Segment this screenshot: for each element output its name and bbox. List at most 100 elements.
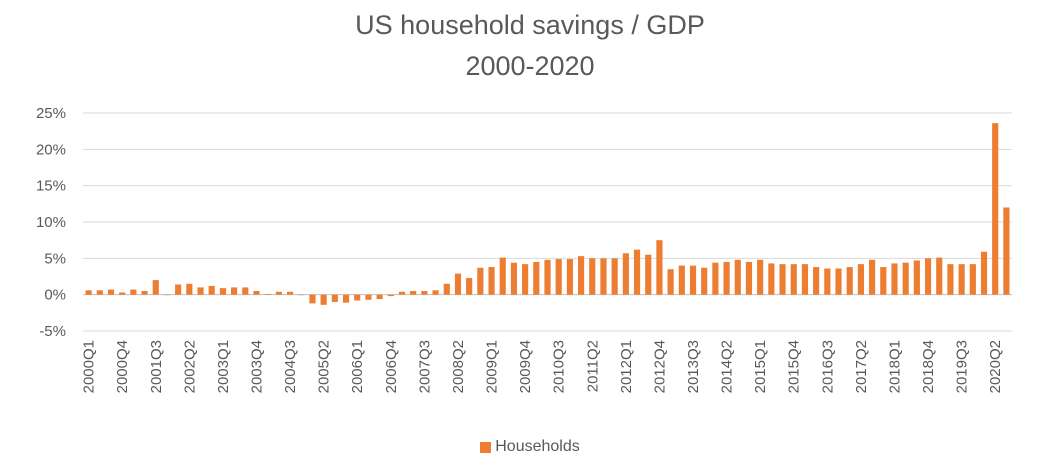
bar-2007Q3 xyxy=(421,291,428,295)
x-tick-label: 2004Q3 xyxy=(282,340,299,393)
bar-2017Q1 xyxy=(846,267,853,295)
x-tick-label: 2010Q3 xyxy=(551,340,568,393)
bar-2015Q3 xyxy=(779,264,786,295)
bar-2001Q3 xyxy=(152,280,159,295)
bar-2006Q1 xyxy=(354,294,361,301)
legend-swatch-households xyxy=(480,441,492,453)
bar-2017Q2 xyxy=(857,264,864,295)
bar-2008Q1 xyxy=(443,283,450,295)
bar-2020Q2 xyxy=(992,123,999,295)
bar-2005Q1 xyxy=(309,294,316,304)
bar-2018Q4 xyxy=(924,258,932,295)
x-tick-label: 2016Q3 xyxy=(819,340,836,393)
bar-2014Q1 xyxy=(712,262,719,295)
bar-2002Q2 xyxy=(186,283,193,295)
bar-2009Q1 xyxy=(488,267,495,295)
bar-2015Q2 xyxy=(768,263,775,295)
bar-2003Q2 xyxy=(231,287,238,295)
bar-2007Q1 xyxy=(398,291,406,295)
bar-2000Q2 xyxy=(96,290,103,295)
bar-2015Q1 xyxy=(757,259,764,295)
x-tick-label: 2019Q3 xyxy=(954,340,971,393)
bar-2016Q4 xyxy=(835,268,842,295)
x-tick-label: 2012Q1 xyxy=(618,340,635,393)
bar-2006Q3 xyxy=(376,294,383,300)
bar-2008Q2 xyxy=(454,273,462,295)
bar-2020Q1 xyxy=(980,251,988,295)
bar-2017Q4 xyxy=(880,267,887,295)
bar-2014Q3 xyxy=(734,259,741,295)
bar-2004Q4 xyxy=(298,294,305,296)
bar-2016Q1 xyxy=(801,264,809,295)
bar-2001Q4 xyxy=(163,294,171,296)
bar-2006Q2 xyxy=(365,294,372,300)
bar-2003Q1 xyxy=(219,288,226,295)
bar-2008Q4 xyxy=(477,267,484,295)
bar-2011Q1 xyxy=(578,256,585,295)
bar-2015Q4 xyxy=(790,264,797,295)
bar-2019Q3 xyxy=(958,264,965,295)
bar-2009Q2 xyxy=(499,257,506,295)
bar-2018Q1 xyxy=(891,263,898,295)
bar-2012Q2 xyxy=(633,249,641,295)
bar-2003Q3 xyxy=(242,287,249,295)
bar-2011Q3 xyxy=(600,258,607,295)
x-tick-label: 2001Q3 xyxy=(148,340,165,393)
x-tick-label: 2009Q1 xyxy=(484,340,501,393)
x-tick-label: 2006Q1 xyxy=(349,340,366,393)
bar-2013Q3 xyxy=(689,265,697,295)
bar-2020Q3 xyxy=(1003,207,1010,295)
y-tick-label: -5% xyxy=(39,323,66,340)
bar-2005Q4 xyxy=(342,294,350,303)
bar-2004Q2 xyxy=(275,291,282,295)
x-tick-label: 2003Q4 xyxy=(249,340,266,393)
bar-2000Q4 xyxy=(119,292,126,295)
bar-2008Q3 xyxy=(466,277,473,295)
legend-label-households: Households xyxy=(495,438,580,455)
bar-2013Q2 xyxy=(678,265,685,295)
bar-2010Q3 xyxy=(555,259,562,295)
y-tick-label: 5% xyxy=(44,250,66,267)
bar-2018Q3 xyxy=(913,260,920,295)
bar-2010Q2 xyxy=(544,259,551,295)
bar-2013Q4 xyxy=(701,267,708,295)
bar-2018Q2 xyxy=(902,262,909,295)
x-tick-label: 2009Q4 xyxy=(517,340,534,393)
x-tick-label: 2017Q2 xyxy=(853,340,870,393)
x-tick-label: 2020Q2 xyxy=(987,340,1004,393)
x-tick-label: 2015Q4 xyxy=(786,340,803,393)
bar-2016Q3 xyxy=(824,268,831,295)
x-tick-label: 2014Q2 xyxy=(719,340,736,393)
bar-2013Q1 xyxy=(667,269,674,295)
x-tick-label: 2013Q3 xyxy=(685,340,702,393)
chart-subtitle: 2000-2020 xyxy=(465,51,595,81)
x-tick-label: 2005Q2 xyxy=(316,340,333,393)
bar-2010Q4 xyxy=(566,259,573,295)
x-tick-label: 2012Q4 xyxy=(651,340,668,393)
bar-2019Q4 xyxy=(969,264,976,295)
bar-2017Q3 xyxy=(869,259,876,295)
bar-2012Q3 xyxy=(645,254,652,295)
bar-2001Q1 xyxy=(130,289,137,295)
x-tick-label: 2018Q4 xyxy=(920,340,937,393)
x-tick-label: 2008Q2 xyxy=(450,340,467,393)
bar-2010Q1 xyxy=(533,261,540,295)
bar-2009Q3 xyxy=(510,262,517,295)
x-tick-label: 2002Q2 xyxy=(181,340,198,393)
y-tick-label: 20% xyxy=(36,141,66,158)
bar-2004Q1 xyxy=(264,293,271,295)
bar-2019Q1 xyxy=(936,257,943,295)
bar-2002Q4 xyxy=(208,285,215,295)
x-tick-label: 2015Q1 xyxy=(752,340,769,393)
bar-2000Q3 xyxy=(107,289,115,295)
bar-2000Q1 xyxy=(85,290,92,295)
bar-2006Q4 xyxy=(387,294,394,297)
bar-2014Q2 xyxy=(723,261,730,295)
x-tick-label: 2018Q1 xyxy=(887,340,904,393)
bar-2007Q2 xyxy=(410,291,417,295)
x-tick-label: 2000Q1 xyxy=(81,340,98,393)
bar-2016Q2 xyxy=(813,267,820,295)
x-tick-label: 2000Q4 xyxy=(114,340,131,393)
x-tick-label: 2011Q2 xyxy=(584,340,601,392)
